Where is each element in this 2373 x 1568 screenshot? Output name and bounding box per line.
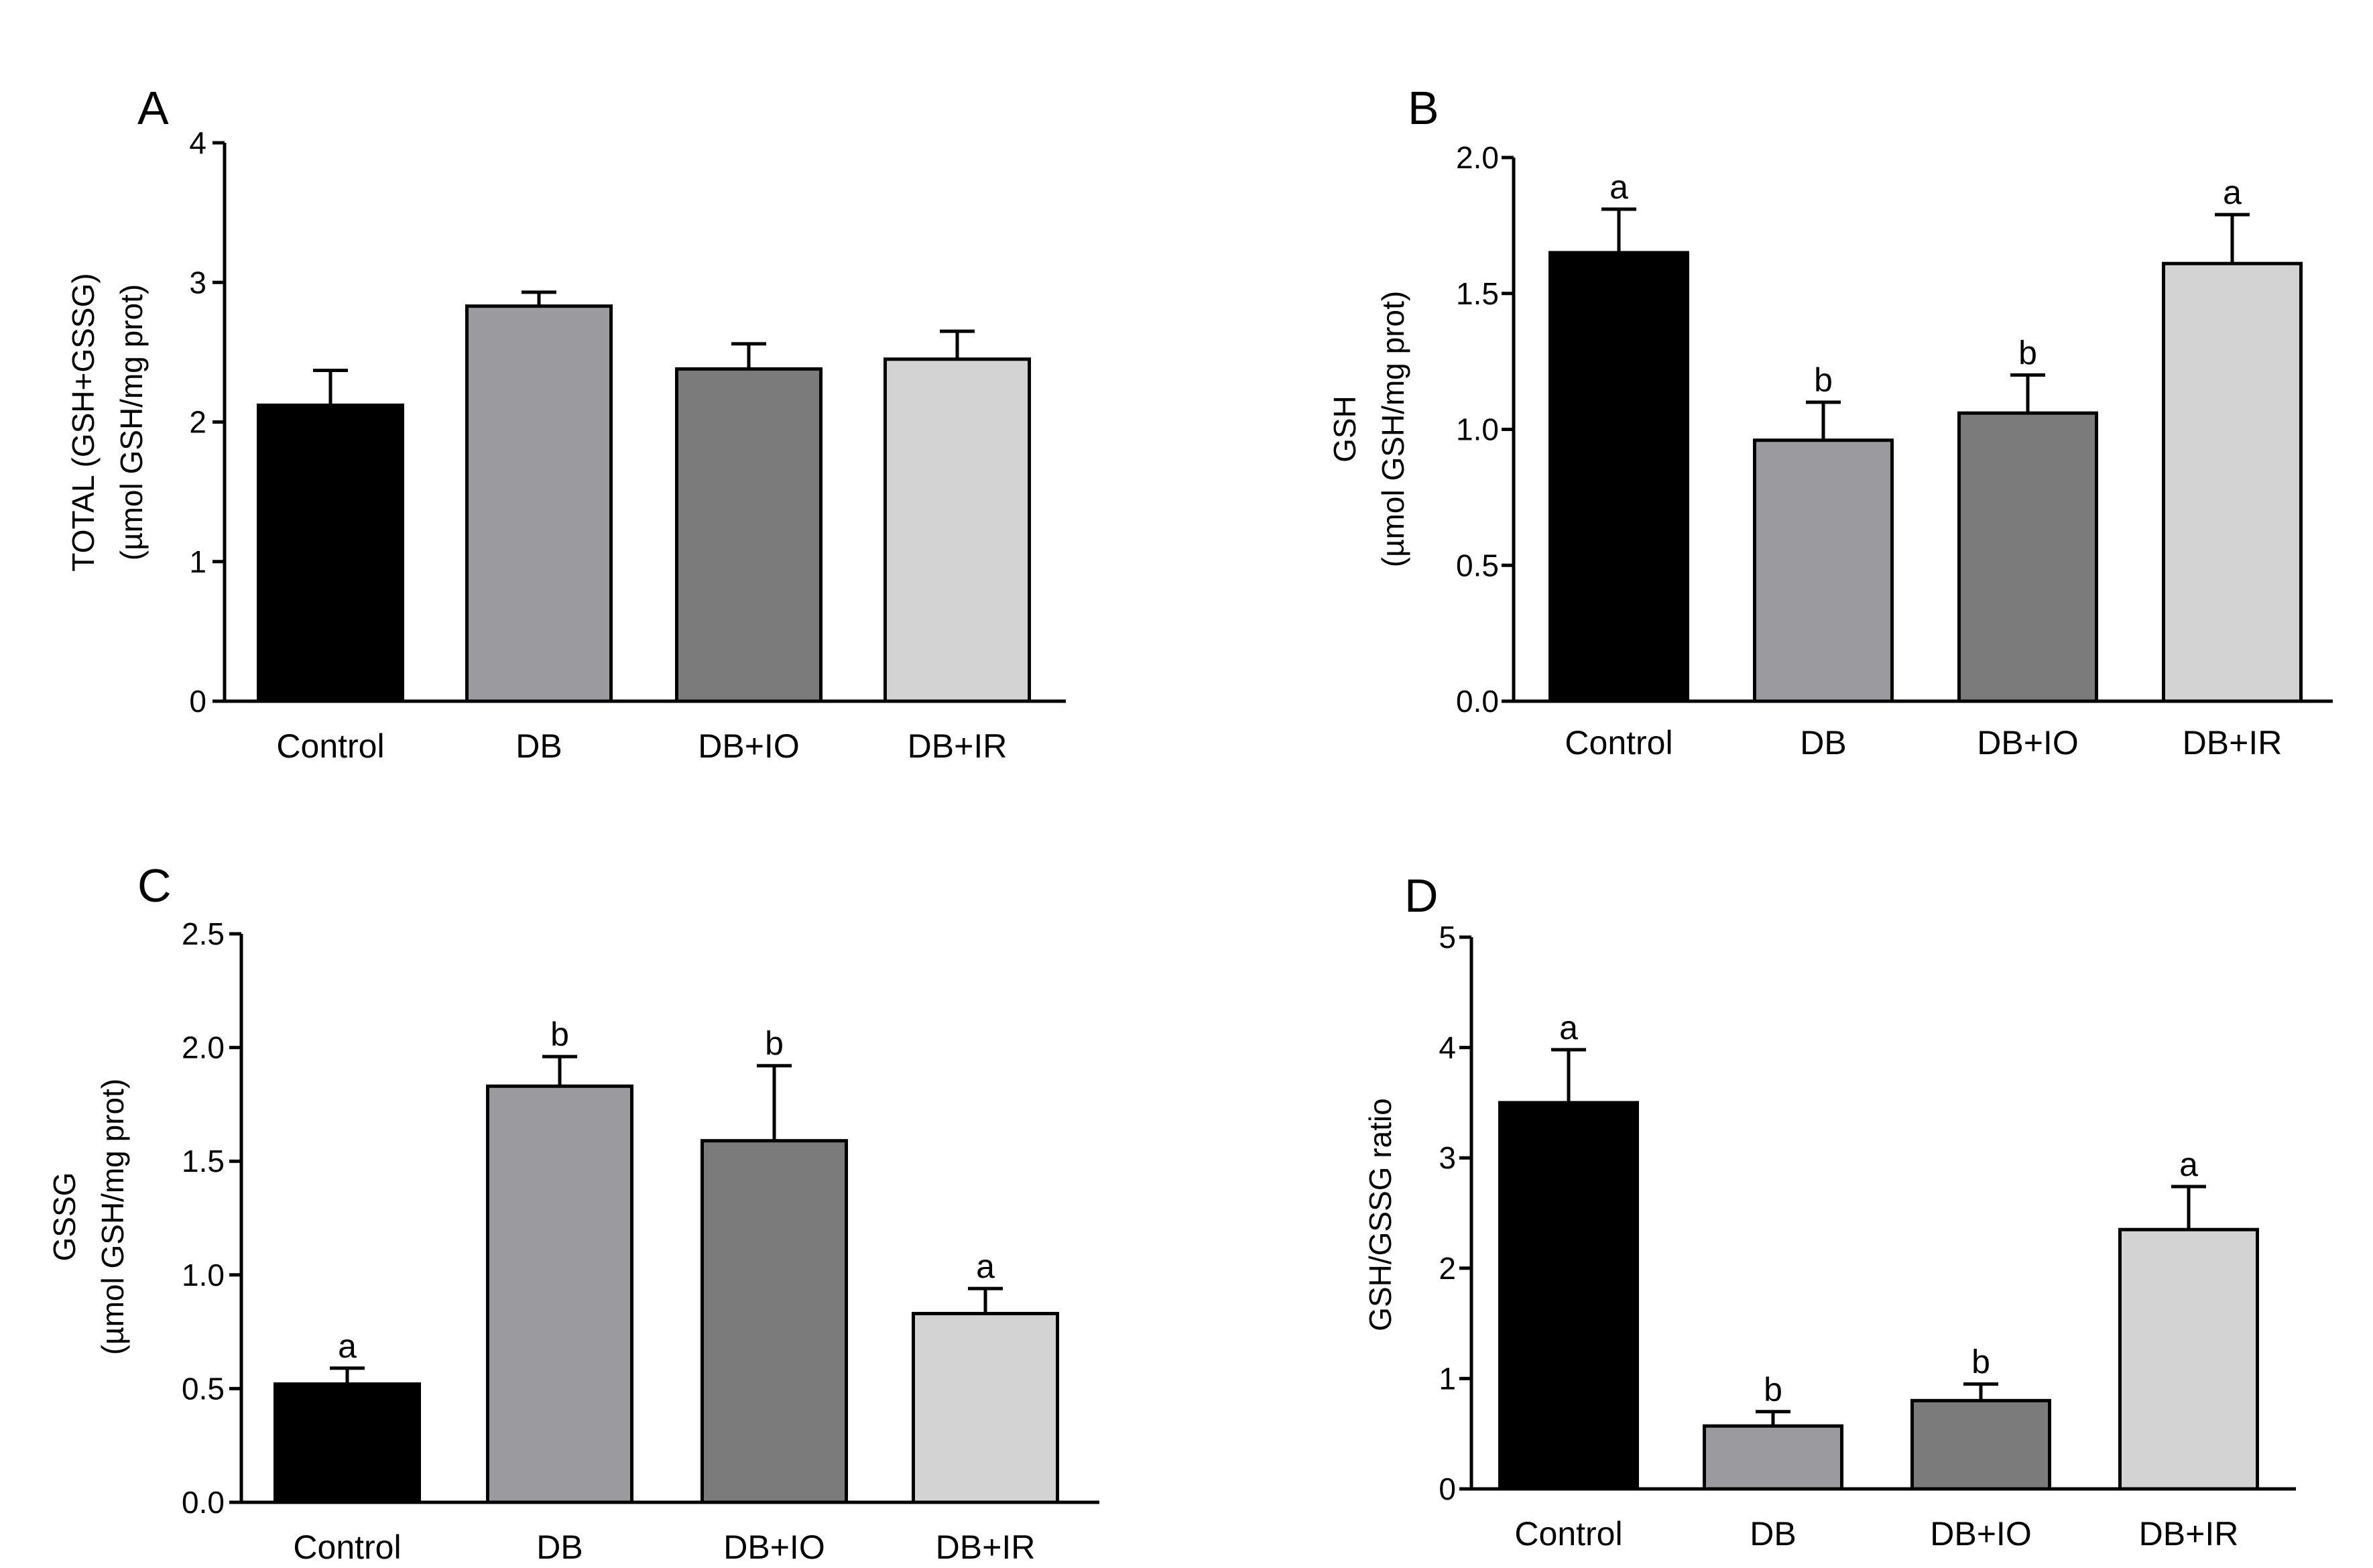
y-tick-label: 2.5: [182, 916, 225, 951]
significance-label: b: [2018, 334, 2037, 371]
bar-control: [1498, 1101, 1639, 1491]
x-tick-label: DB: [1750, 1515, 1796, 1553]
x-tick-label: Control: [1514, 1515, 1622, 1553]
bar-db-ir: [884, 357, 1031, 703]
x-tick-label: DB+IR: [2183, 724, 2283, 762]
significance-label: a: [2179, 1146, 2198, 1183]
y-tick-label: 0.0: [1456, 684, 1499, 719]
bar-db-io: [1957, 411, 2098, 703]
panel-label: C: [137, 859, 172, 912]
x-tick-label: DB: [1800, 724, 1846, 762]
bar-db: [465, 304, 613, 703]
y-axis-label: TOTAL (GSH+GSSG): [66, 273, 101, 571]
bar-db-io: [701, 1139, 848, 1504]
chart-panel-a: A 0 1 2 3 4 TOTAL (GSH+GSSG) (µmol GSH/mg prot)…: [66, 82, 1066, 765]
significance-label: a: [1559, 1009, 1578, 1046]
chart-panel-c: C 0.0 0.5 1.0 1.5 2.0 2.5 GSSG (µmol GSH/mg prot…: [47, 859, 1099, 1566]
y-tick-label: 0: [1439, 1471, 1456, 1506]
bar-db: [486, 1084, 633, 1504]
y-tick-label: 1.0: [182, 1258, 225, 1292]
x-tick-label: DB+IR: [908, 727, 1008, 765]
y-tick-label: 2.0: [1456, 140, 1499, 175]
y-tick-label: 0.5: [182, 1371, 225, 1406]
y-tick-label: 1: [1439, 1361, 1456, 1396]
panel-label: D: [1404, 869, 1439, 922]
x-tick-label: DB: [515, 727, 562, 765]
y-tick-label: 0: [189, 684, 206, 719]
x-tick-label: DB+IO: [698, 727, 799, 765]
x-tick-label: Control: [1565, 724, 1672, 762]
bar-db-io: [1910, 1398, 2051, 1491]
x-tick-label: DB+IO: [1977, 724, 2078, 762]
chart-panel-d: D 0 1 2 3 4 5 GSH/GSSG ratio a Control b DB b DB+IO a D…: [1363, 869, 2296, 1553]
y-tick-label: 1.0: [1456, 412, 1499, 447]
bar-control: [273, 1382, 421, 1504]
y-tick-label: 0.5: [1456, 548, 1499, 583]
y-axis-label: (µmol GSH/mg prot): [1376, 291, 1410, 567]
panel-label: B: [1408, 82, 1439, 134]
x-tick-label: Control: [293, 1528, 401, 1566]
y-tick-label: 3: [1439, 1140, 1456, 1175]
significance-label: a: [1609, 168, 1628, 206]
chart-panel-b: B 0.0 0.5 1.0 1.5 2.0 GSH (µmol GSH/mg prot) a Co…: [1327, 82, 2333, 762]
panel-label: A: [137, 82, 169, 134]
x-tick-label: Control: [276, 727, 384, 765]
y-tick-label: 1.5: [182, 1144, 225, 1179]
y-axis-label: GSSG: [47, 1172, 82, 1262]
bar-db-ir: [2118, 1227, 2259, 1491]
bar-control: [1548, 251, 1689, 703]
significance-label: a: [2223, 174, 2242, 211]
bar-db-ir: [2162, 261, 2303, 703]
x-tick-label: DB+IR: [2139, 1515, 2239, 1553]
significance-label: b: [1971, 1343, 1990, 1381]
y-tick-label: 3: [189, 265, 206, 300]
significance-label: a: [976, 1248, 995, 1285]
y-axis-label: GSH: [1327, 396, 1362, 463]
y-tick-label: 4: [189, 125, 206, 160]
x-tick-label: DB: [536, 1528, 583, 1566]
y-tick-label: 1: [189, 544, 206, 579]
significance-label: b: [550, 1016, 569, 1053]
bar-db-io: [675, 367, 823, 703]
bar-db-ir: [912, 1311, 1059, 1504]
x-tick-label: DB+IO: [723, 1528, 825, 1566]
y-tick-label: 2: [189, 405, 206, 440]
bar-db: [1753, 438, 1894, 703]
y-axis-label: GSH/GSSG ratio: [1363, 1098, 1398, 1331]
significance-label: a: [338, 1327, 357, 1365]
y-axis-label: (µmol GSH/mg prot): [95, 1079, 130, 1355]
y-tick-label: 1.5: [1456, 276, 1499, 311]
bar-control: [257, 404, 404, 703]
y-tick-label: 2.0: [182, 1030, 225, 1065]
y-tick-label: 4: [1439, 1030, 1456, 1065]
y-tick-label: 2: [1439, 1251, 1456, 1286]
significance-label: b: [765, 1025, 784, 1063]
y-tick-label: 5: [1439, 920, 1456, 955]
x-tick-label: DB+IR: [936, 1528, 1036, 1566]
y-tick-label: 0.0: [182, 1485, 225, 1520]
significance-label: b: [1764, 1371, 1782, 1408]
y-axis-label: (µmol GSH/mg prot): [114, 284, 149, 560]
x-tick-label: DB+IO: [1930, 1515, 2031, 1553]
bar-db: [1703, 1424, 1843, 1491]
significance-label: b: [1814, 361, 1833, 399]
